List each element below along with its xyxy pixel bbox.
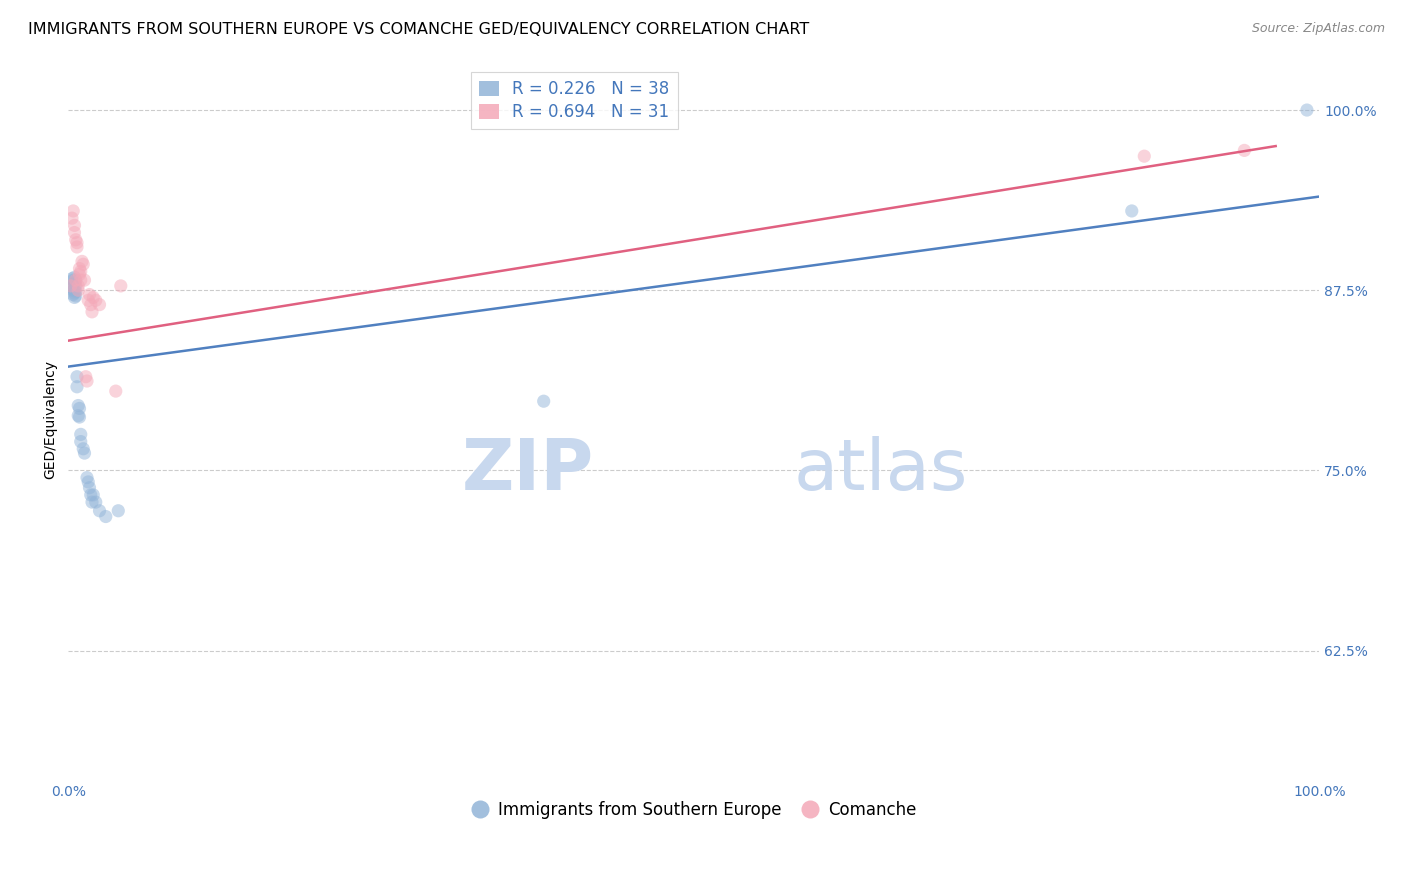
Point <box>82 290 104 304</box>
Point <box>82 488 104 502</box>
Point <box>62 203 84 218</box>
Point <box>65 273 87 287</box>
Point <box>60 280 83 294</box>
Point <box>84 495 107 509</box>
Point <box>69 261 91 276</box>
Point <box>72 257 94 271</box>
Point <box>69 427 91 442</box>
Point <box>1233 144 1256 158</box>
Point <box>59 279 82 293</box>
Point <box>79 481 101 495</box>
Point <box>75 369 97 384</box>
Point <box>1121 203 1143 218</box>
Point <box>89 504 111 518</box>
Point <box>63 226 86 240</box>
Point <box>84 293 107 308</box>
Point <box>60 211 83 226</box>
Point <box>63 286 86 301</box>
Point <box>73 446 96 460</box>
Point <box>65 273 87 287</box>
Point <box>65 285 87 299</box>
Text: ZIP: ZIP <box>461 436 593 505</box>
Point <box>66 380 89 394</box>
Point <box>1133 149 1156 163</box>
Point <box>80 495 103 509</box>
Point <box>80 298 103 312</box>
Point <box>1296 103 1319 117</box>
Point <box>89 298 111 312</box>
Point <box>107 504 129 518</box>
Point <box>70 254 93 268</box>
Point <box>67 399 90 413</box>
Point <box>69 401 91 416</box>
Point <box>63 276 86 290</box>
Point <box>63 270 86 285</box>
Point <box>62 277 84 292</box>
Point <box>94 509 117 524</box>
Point <box>76 374 98 388</box>
Point <box>110 279 132 293</box>
Point <box>80 488 103 502</box>
Point <box>69 268 91 282</box>
Point <box>77 475 100 489</box>
Point <box>69 410 91 425</box>
Point <box>533 394 555 409</box>
Point <box>69 264 91 278</box>
Y-axis label: GED/Equivalency: GED/Equivalency <box>44 360 58 480</box>
Point <box>65 233 87 247</box>
Point <box>66 235 89 250</box>
Text: Source: ZipAtlas.com: Source: ZipAtlas.com <box>1251 22 1385 36</box>
Point <box>104 384 127 398</box>
Point <box>73 273 96 287</box>
Point <box>72 442 94 456</box>
Point <box>80 305 103 319</box>
Point <box>77 293 100 308</box>
Point <box>79 287 101 301</box>
Point <box>63 290 86 304</box>
Point <box>69 273 91 287</box>
Point <box>67 409 90 423</box>
Text: atlas: atlas <box>794 436 969 505</box>
Point <box>69 434 91 449</box>
Point <box>63 219 86 233</box>
Point <box>60 271 83 285</box>
Text: IMMIGRANTS FROM SOUTHERN EUROPE VS COMANCHE GED/EQUIVALENCY CORRELATION CHART: IMMIGRANTS FROM SOUTHERN EUROPE VS COMAN… <box>28 22 810 37</box>
Legend: Immigrants from Southern Europe, Comanche: Immigrants from Southern Europe, Comanch… <box>464 795 924 826</box>
Point <box>66 240 89 254</box>
Point <box>67 279 90 293</box>
Point <box>63 282 86 296</box>
Point <box>65 289 87 303</box>
Point <box>62 273 84 287</box>
Point <box>66 369 89 384</box>
Point <box>62 283 84 297</box>
Point <box>62 287 84 301</box>
Point <box>67 283 90 297</box>
Point <box>65 279 87 293</box>
Point <box>76 470 98 484</box>
